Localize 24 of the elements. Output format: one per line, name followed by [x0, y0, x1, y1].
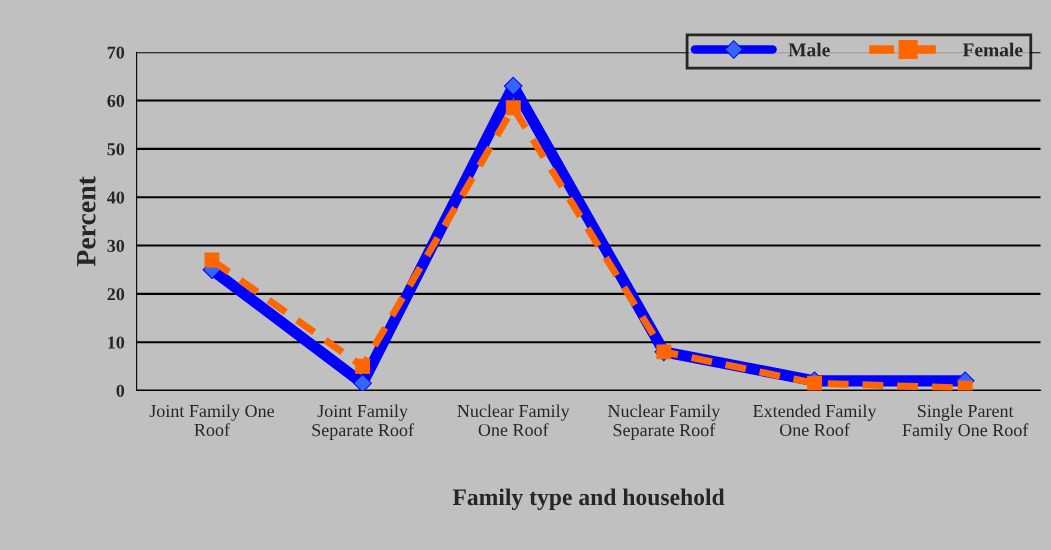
- point: [353, 373, 372, 391]
- y-tick-label: 60: [107, 94, 125, 108]
- y-tick-label: 40: [107, 191, 125, 204]
- x-tick-label: Joint Family Separate Roof: [312, 404, 414, 440]
- x-tick-label: Joint Family One Roof: [149, 404, 275, 437]
- x-axis-title: Family type and household: [452, 488, 725, 511]
- legend-label: Male: [788, 42, 830, 57]
- point: [807, 375, 822, 391]
- y-tick-label: 30: [107, 239, 125, 252]
- point: [204, 252, 220, 268]
- x-tick-label: Nuclear Family One Roof: [457, 404, 570, 437]
- y-tick-label: 50: [107, 143, 125, 156]
- x-tick-label: Extended Family One Roof: [753, 404, 877, 437]
- x-tick-label: Nuclear Family Separate Roof: [607, 404, 721, 440]
- point: [355, 358, 371, 374]
- y-tick-label: 20: [107, 288, 125, 301]
- legend-label: Female: [962, 42, 1023, 57]
- point: [503, 76, 523, 96]
- point: [505, 100, 521, 116]
- x-tick-label: Single Parent Family One Roof: [902, 404, 1029, 440]
- y-tick-label: 70: [107, 46, 125, 59]
- y-tick-label: 0: [116, 384, 125, 397]
- y-tick-label: 10: [108, 336, 125, 349]
- y-axis-title: Percent: [77, 176, 96, 267]
